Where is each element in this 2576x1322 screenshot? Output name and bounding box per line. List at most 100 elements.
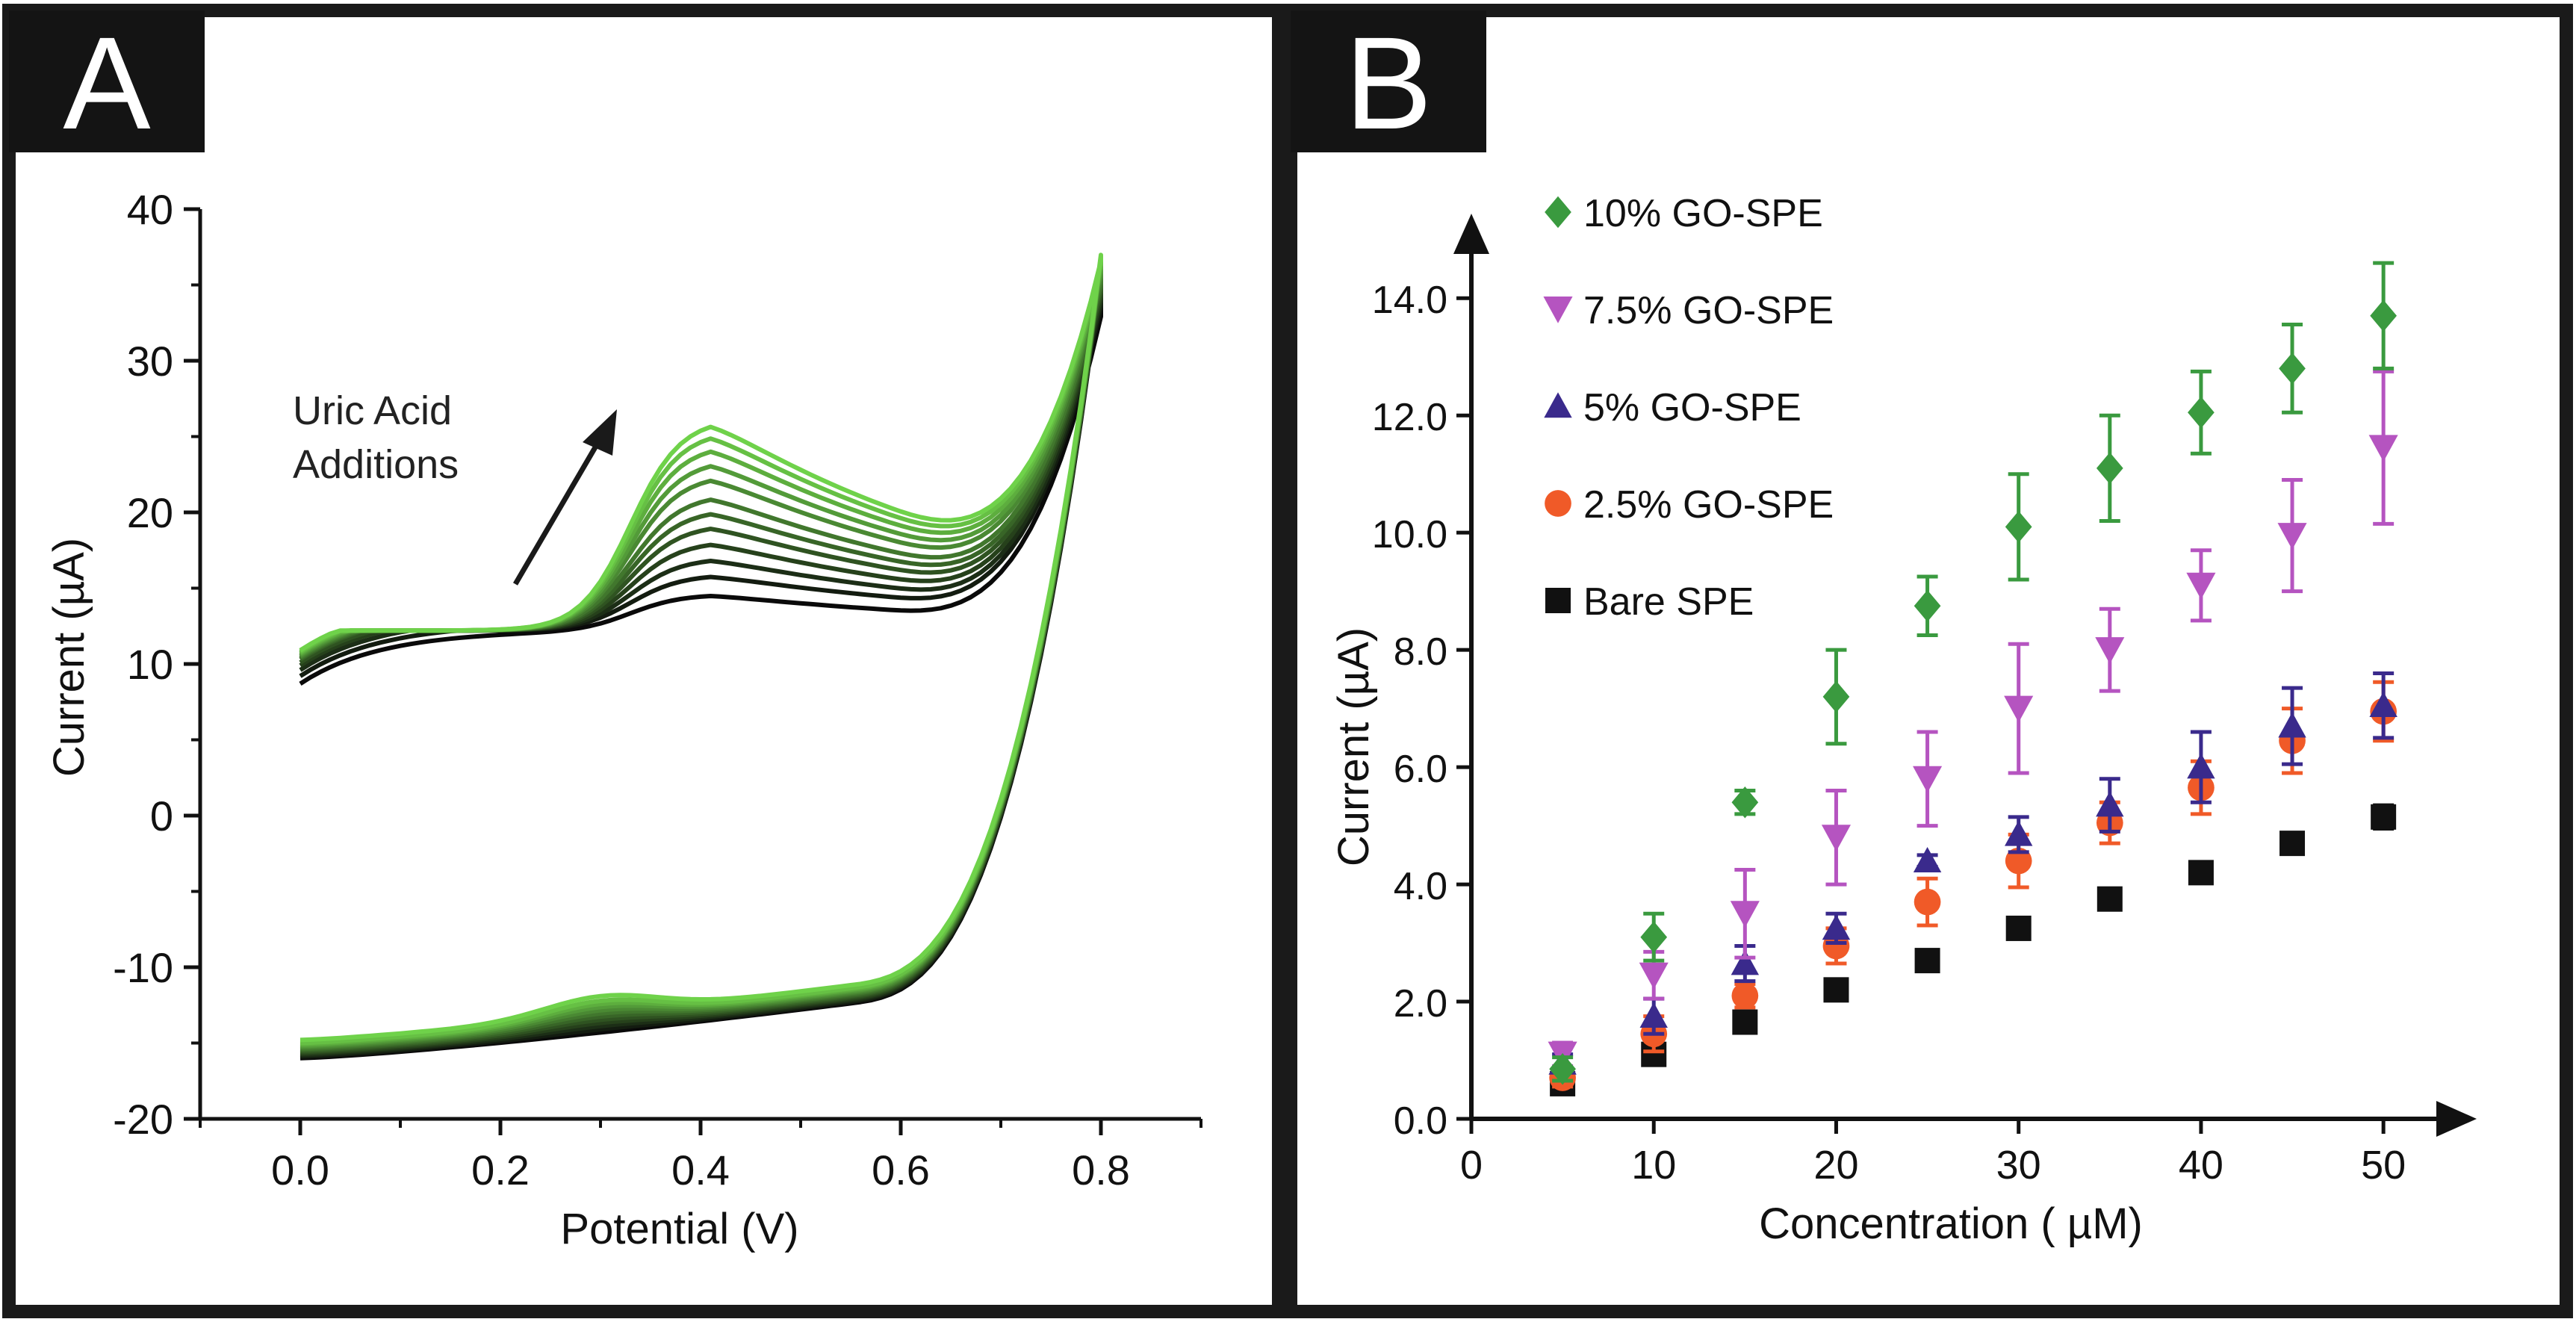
panel-b-x-tick-label: 0 bbox=[1460, 1143, 1483, 1188]
data-point bbox=[1731, 982, 1759, 1010]
data-point bbox=[2097, 886, 2123, 912]
panel-a-y-axis-title: Current (µA) bbox=[45, 538, 93, 777]
panel-b-frame bbox=[1284, 4, 2573, 1318]
data-point bbox=[1821, 825, 1852, 851]
panel-b-y-axis-title: Current (µA) bbox=[1329, 627, 1378, 866]
panel-a-label: A bbox=[63, 10, 151, 157]
annotation-line-2: Additions bbox=[293, 442, 459, 487]
panel-b-y-tick-label: 0.0 bbox=[1394, 1099, 1447, 1143]
panel-b-label-box bbox=[1291, 10, 1486, 152]
data-point bbox=[2279, 353, 2306, 385]
data-point bbox=[2095, 637, 2125, 664]
panel-a-x-tick-label: 0.0 bbox=[271, 1146, 329, 1194]
data-point bbox=[2370, 300, 2397, 332]
data-point bbox=[1731, 949, 1760, 975]
panel-b-y-tick-label: 6.0 bbox=[1394, 748, 1447, 791]
legend-label: 5% GO-SPE bbox=[1583, 386, 1801, 429]
panel-b-points bbox=[1548, 261, 2398, 1096]
panel-b-x-tick-label: 50 bbox=[2361, 1143, 2406, 1188]
panel-b-y-tick-label: 14.0 bbox=[1372, 279, 1447, 322]
panel-b-x-axis-title: Concentration ( µM) bbox=[1759, 1200, 2143, 1248]
data-point bbox=[2005, 511, 2032, 543]
series-7-5-go-spe bbox=[1548, 369, 2398, 1069]
data-point bbox=[1639, 962, 1669, 990]
panel-a-y-tick-label: 20 bbox=[127, 489, 173, 536]
annotation-line-1: Uric Acid bbox=[293, 388, 452, 433]
panel-a-axes: -20 -10 0 10 20 30 40 0.0 0.2 0.4 0.6 0.8 bbox=[113, 186, 1202, 1194]
data-point bbox=[2187, 753, 2215, 779]
panel-b-x-axis-arrow bbox=[2436, 1101, 2477, 1137]
data-point bbox=[1914, 590, 1941, 622]
legend-marker bbox=[1545, 490, 1571, 517]
data-point bbox=[1822, 680, 1850, 713]
data-point bbox=[1913, 846, 1942, 872]
data-point bbox=[2004, 695, 2034, 723]
uric-acid-arrow-head bbox=[583, 409, 617, 456]
panel-a-y-tick-label: 0 bbox=[150, 792, 173, 840]
panel-b-chart: 0.0 2.0 4.0 6.0 8.0 10.0 12.0 14.0 0 10 20 30 40 50 1… bbox=[1372, 192, 2477, 1188]
data-point bbox=[2005, 915, 2032, 941]
panel-b-y-axis-arrow bbox=[1453, 214, 1489, 254]
panel-a-chart: -20 -10 0 10 20 30 40 0.0 0.2 0.4 0.6 0.8 bbox=[113, 186, 1202, 1194]
data-point bbox=[2278, 712, 2306, 738]
legend-marker bbox=[1544, 392, 1572, 418]
data-point bbox=[2277, 523, 2307, 550]
data-point bbox=[1914, 888, 1941, 916]
data-point bbox=[2005, 847, 2032, 875]
panel-b-y-tick-label: 2.0 bbox=[1394, 982, 1447, 1025]
data-point bbox=[1731, 786, 1759, 819]
data-point bbox=[1732, 1009, 1758, 1035]
legend-marker bbox=[1545, 588, 1571, 613]
panel-b-y-tick-label: 8.0 bbox=[1394, 630, 1447, 674]
panel-a-y-tick-label: 10 bbox=[127, 641, 173, 688]
panel-a-y-tick-label: -10 bbox=[113, 944, 173, 991]
data-point bbox=[2188, 397, 2215, 429]
legend-marker bbox=[1543, 297, 1573, 323]
panel-b-x-tick-label: 40 bbox=[2179, 1143, 2223, 1188]
uric-acid-arrow-line bbox=[512, 432, 606, 586]
panel-b-x-tick-label: 30 bbox=[1996, 1143, 2041, 1188]
data-point bbox=[2279, 831, 2306, 857]
data-point bbox=[2096, 452, 2123, 485]
data-point bbox=[1549, 1053, 1576, 1085]
series-5-go-spe bbox=[1548, 671, 2397, 1075]
panel-b-x-tick-label: 10 bbox=[1631, 1143, 1676, 1188]
panel-b-axes: 0.0 2.0 4.0 6.0 8.0 10.0 12.0 14.0 0 10 20 30 40 50 bbox=[1372, 214, 2477, 1188]
panel-b-y-tick-label: 10.0 bbox=[1372, 513, 1447, 556]
panel-a-y-tick-label: 40 bbox=[127, 186, 173, 233]
panel-b-y-tick-label: 4.0 bbox=[1394, 865, 1447, 908]
panel-a-label-box bbox=[9, 10, 205, 152]
legend: 10% GO-SPE 7.5% GO-SPE 5% GO-SPE 2.5% GO-SP… bbox=[1543, 192, 1834, 624]
legend-label: Bare SPE bbox=[1583, 580, 1754, 624]
data-point bbox=[1914, 948, 1940, 974]
panel-a-y-tick-label: -20 bbox=[113, 1096, 173, 1143]
legend-label: 10% GO-SPE bbox=[1583, 192, 1823, 235]
data-point bbox=[1913, 766, 1943, 793]
panel-a-x-tick-label: 0.8 bbox=[1072, 1146, 1130, 1194]
legend-marker bbox=[1545, 196, 1571, 229]
data-point bbox=[2371, 804, 2397, 830]
data-point bbox=[2368, 435, 2398, 462]
data-point bbox=[2096, 791, 2124, 817]
data-point bbox=[1639, 1002, 1668, 1028]
panel-b-y-tick-label: 12.0 bbox=[1372, 396, 1447, 439]
panel-b-x-tick-label: 20 bbox=[1813, 1143, 1858, 1188]
cv-curves bbox=[299, 252, 1103, 1061]
legend-label: 7.5% GO-SPE bbox=[1583, 289, 1834, 332]
legend-label: 2.5% GO-SPE bbox=[1583, 483, 1834, 527]
data-point bbox=[2369, 691, 2397, 717]
data-point bbox=[1640, 921, 1668, 953]
data-point bbox=[1823, 977, 1849, 1003]
cv-curve-12 bbox=[299, 252, 1103, 1043]
data-point bbox=[1730, 901, 1760, 928]
data-point bbox=[2186, 572, 2216, 600]
data-point bbox=[2188, 860, 2214, 886]
panel-a-x-axis-title: Potential (V) bbox=[560, 1205, 798, 1253]
panel-a-x-tick-label: 0.2 bbox=[471, 1146, 530, 1194]
series-10-go-spe bbox=[1549, 261, 2397, 1085]
data-point bbox=[1822, 914, 1851, 940]
panel-b-label: B bbox=[1344, 10, 1432, 157]
panel-a-x-tick-label: 0.6 bbox=[872, 1146, 930, 1194]
panel-a-x-tick-label: 0.4 bbox=[671, 1146, 730, 1194]
